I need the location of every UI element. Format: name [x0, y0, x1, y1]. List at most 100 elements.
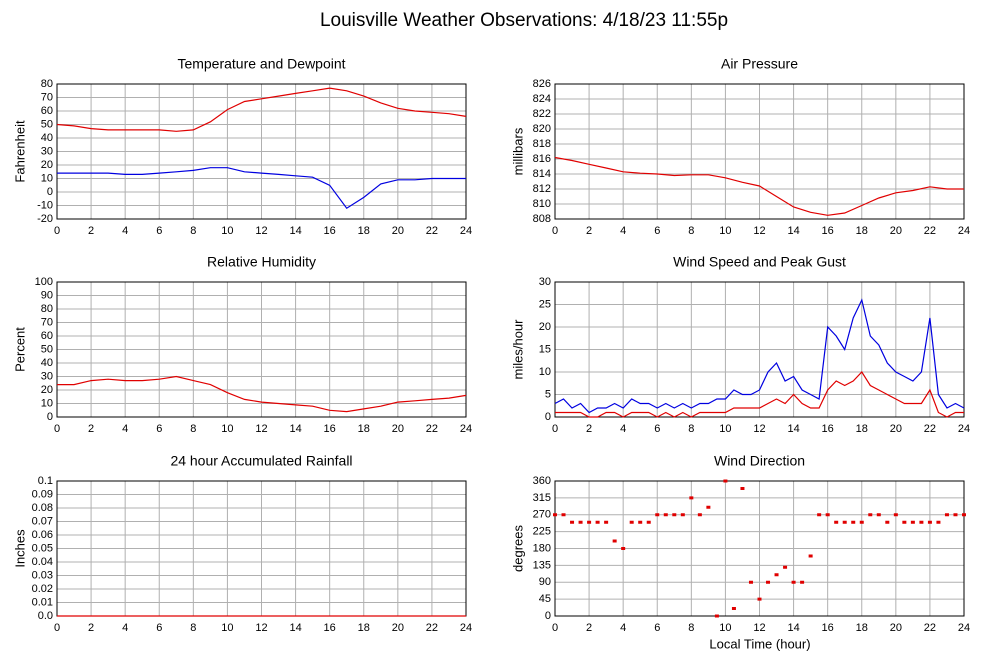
x-tick-label: 10 [719, 225, 731, 237]
x-tick-label: 0 [552, 225, 558, 237]
x-tick-label: 12 [255, 622, 267, 634]
x-tick-label: 18 [358, 622, 370, 634]
x-tick-label: 22 [426, 622, 438, 634]
x-tick-label: 24 [958, 225, 970, 237]
x-tick-label: 18 [856, 423, 868, 435]
point [919, 520, 924, 524]
y-tick-label: 0 [47, 411, 53, 423]
y-tick-label: 90 [539, 576, 551, 588]
x-tick-label: 14 [289, 225, 301, 237]
y-tick-label: 0.06 [32, 529, 53, 541]
y-tick-label: 225 [533, 526, 551, 538]
y-tick-label: 10 [41, 397, 53, 409]
point [825, 513, 830, 517]
x-tick-label: 14 [787, 622, 799, 634]
y-tick-label: 80 [41, 303, 53, 315]
x-tick-label: 20 [890, 225, 902, 237]
point [859, 520, 864, 524]
y-tick-label: 360 [533, 475, 551, 487]
y-tick-label: 0.02 [32, 583, 53, 595]
x-tick-label: 10 [719, 622, 731, 634]
x-tick-label: 2 [586, 423, 592, 435]
y-tick-label: -10 [37, 199, 53, 211]
x-tick-label: 2 [88, 423, 94, 435]
series-line [554, 156, 964, 216]
y-tick-label: 818 [533, 138, 551, 150]
x-tick-label: 20 [890, 622, 902, 634]
y-axis-label: Fahrenheit [12, 120, 27, 183]
x-tick-label: 22 [426, 423, 438, 435]
x-tick-label: 6 [156, 622, 162, 634]
y-axis-label: miles/hour [510, 319, 525, 380]
point [834, 520, 839, 524]
y-tick-label: 0.0 [38, 610, 53, 622]
x-tick-label: 18 [358, 225, 370, 237]
point [578, 520, 583, 524]
point [893, 513, 898, 517]
x-tick-label: 16 [822, 225, 834, 237]
point [808, 554, 813, 558]
x-tick-label: 4 [122, 622, 128, 634]
x-tick-label: 0 [552, 423, 558, 435]
point [553, 513, 557, 517]
x-tick-label: 22 [924, 225, 936, 237]
panel-title: Wind Direction [714, 453, 805, 469]
x-tick-label: 6 [156, 423, 162, 435]
point [655, 513, 660, 517]
y-tick-label: 25 [539, 298, 551, 310]
x-tick-label: 20 [392, 225, 404, 237]
y-tick-label: 0.07 [32, 515, 53, 527]
series-line [554, 298, 965, 414]
x-tick-label: 16 [324, 225, 336, 237]
x-tick-label: 2 [586, 225, 592, 237]
y-tick-label: 0.05 [32, 542, 53, 554]
y-tick-label: 0.1 [38, 475, 53, 487]
y-tick-label: 816 [533, 153, 551, 165]
point [731, 607, 736, 610]
point [638, 520, 643, 524]
x-tick-label: 4 [122, 423, 128, 435]
x-tick-label: 22 [924, 622, 936, 634]
point [595, 520, 600, 524]
x-tick-label: 12 [753, 423, 765, 435]
y-tick-label: 10 [539, 366, 551, 378]
y-tick-label: 40 [41, 132, 53, 144]
y-tick-label: 812 [533, 183, 551, 195]
point [842, 520, 847, 524]
x-tick-label: 14 [787, 423, 799, 435]
point [680, 513, 685, 517]
y-tick-label: 50 [41, 343, 53, 355]
point [740, 487, 745, 490]
x-tick-label: 10 [221, 225, 233, 237]
point [757, 597, 762, 601]
point [723, 479, 728, 483]
point [962, 513, 966, 517]
x-tick-label: 22 [924, 423, 936, 435]
y-tick-label: 90 [41, 289, 53, 301]
x-tick-label: 24 [460, 423, 472, 435]
point [910, 520, 915, 524]
x-tick-label: 14 [289, 622, 301, 634]
point [587, 520, 592, 524]
y-tick-label: 20 [41, 384, 53, 396]
x-tick-label: 0 [54, 423, 60, 435]
point [791, 580, 796, 584]
point [944, 513, 949, 517]
plot-frame [554, 281, 965, 418]
point [783, 565, 788, 569]
point [629, 520, 634, 524]
plot-frame [56, 83, 467, 220]
x-tick-label: 2 [88, 225, 94, 237]
point [766, 580, 771, 584]
x-tick-label: 14 [289, 423, 301, 435]
point [604, 520, 609, 524]
y-axis-label: Inches [12, 529, 27, 568]
point [561, 513, 566, 517]
plot-frame [56, 281, 467, 418]
x-tick-label: 10 [221, 423, 233, 435]
x-tick-label: 16 [822, 423, 834, 435]
x-tick-label: 16 [324, 622, 336, 634]
point [817, 513, 822, 517]
point [868, 513, 873, 517]
x-tick-label: 6 [654, 423, 660, 435]
